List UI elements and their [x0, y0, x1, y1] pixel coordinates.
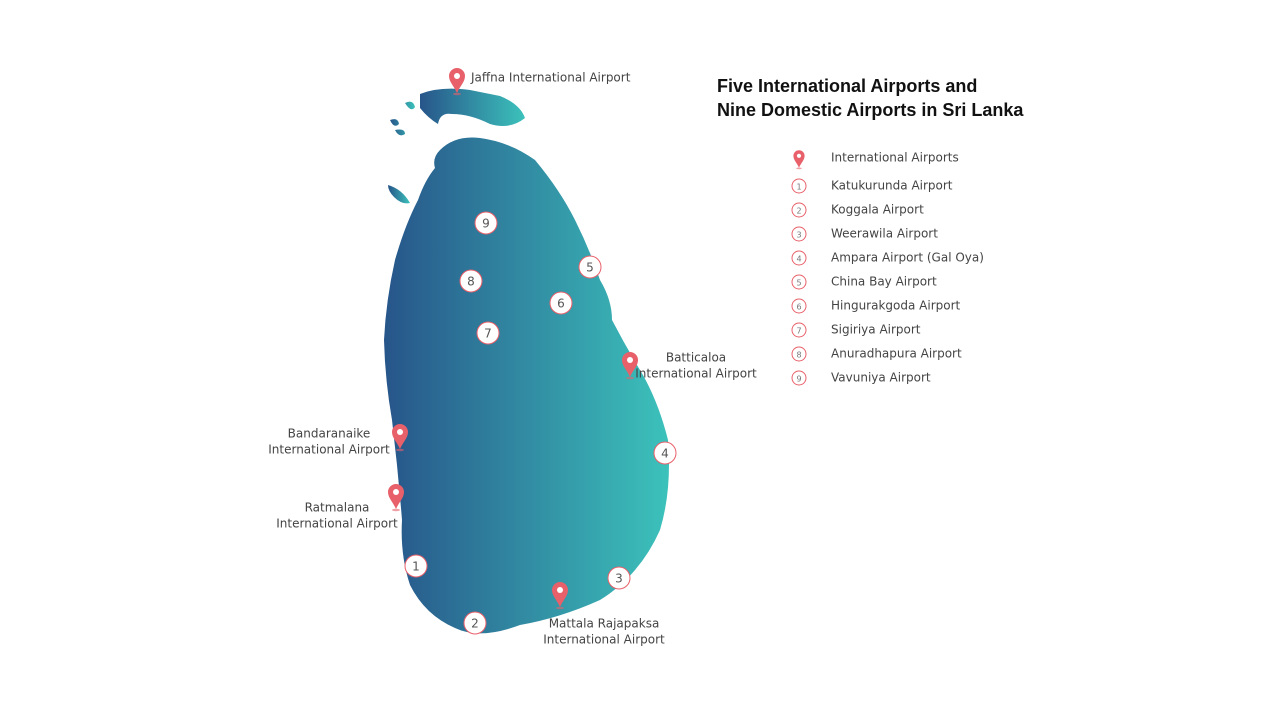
pin [392, 424, 408, 449]
pin-shadow [396, 448, 404, 452]
legend-marker [791, 202, 807, 218]
legend-marker [791, 346, 807, 362]
mainland [384, 137, 669, 634]
domestic-number: 8 [467, 275, 475, 289]
domestic-marker [578, 255, 602, 279]
domestic-marker [607, 566, 631, 590]
legend-label: Anuradhapura Airport [831, 347, 962, 361]
legend-label: Vavuniya Airport [831, 371, 931, 385]
airport-label: International Airport [543, 633, 665, 647]
legend-label: Koggala Airport [831, 203, 924, 217]
legend-marker [791, 370, 807, 386]
domestic-marker [459, 269, 483, 293]
legend-marker [791, 298, 807, 314]
legend-marker [791, 250, 807, 266]
legend-label: Ampara Airport (Gal Oya) [831, 251, 984, 265]
legend-number: 7 [796, 327, 801, 336]
pin [793, 150, 805, 168]
pin [449, 68, 465, 93]
domestic-number: 5 [586, 261, 594, 275]
legend-label: Sigiriya Airport [831, 323, 921, 337]
pin [388, 484, 404, 509]
airport-label: Bandaranaike [288, 427, 371, 441]
legend-label: Weerawila Airport [831, 227, 938, 241]
legend-label: Hingurakgoda Airport [831, 299, 961, 313]
legend-label: Katukurunda Airport [831, 179, 953, 193]
domestic-number: 2 [471, 617, 479, 631]
legend-marker [791, 322, 807, 338]
legend-label: International Airports [831, 151, 959, 165]
legend-number: 6 [796, 303, 801, 312]
domestic-number: 1 [412, 560, 420, 574]
domestic-marker [476, 321, 500, 345]
legend-number: 4 [796, 255, 801, 264]
airport-label: Ratmalana [305, 501, 370, 515]
airport-label: International Airport [276, 517, 398, 531]
pin-dot [796, 153, 802, 158]
pin [552, 582, 568, 607]
domestic-marker [474, 211, 498, 235]
legend-marker [791, 226, 807, 242]
airport-label: Mattala Rajapaksa [549, 617, 660, 631]
domestic-number: 6 [557, 297, 565, 311]
legend-number: 2 [796, 207, 801, 216]
pin-shadow [453, 92, 461, 96]
pin-dot [393, 489, 399, 495]
domestic-number: 4 [661, 447, 669, 461]
pin-dot [557, 587, 563, 593]
domestic-marker [404, 554, 428, 578]
domestic-marker [463, 611, 487, 635]
legend-number: 9 [796, 375, 801, 384]
legend-marker [791, 178, 807, 194]
islet [390, 101, 415, 136]
jaffna-peninsula [420, 88, 525, 126]
airport-label: Batticaloa [666, 351, 726, 365]
domestic-marker [653, 441, 677, 465]
legend-number: 1 [796, 183, 801, 192]
pin-shadow [626, 376, 634, 380]
domestic-number: 3 [615, 572, 623, 586]
pin-dot [627, 357, 633, 363]
legend-number: 8 [796, 351, 801, 360]
title-line: Nine Domestic Airports in Sri Lanka [717, 100, 1024, 120]
pin-shadow [392, 508, 400, 512]
coast-detail [388, 185, 410, 204]
legend-marker [791, 274, 807, 290]
legend-number: 3 [796, 231, 801, 240]
domestic-marker [549, 291, 573, 315]
pin-dot [454, 73, 460, 79]
domestic-number: 9 [482, 217, 490, 231]
title-line: Five International Airports and [717, 76, 977, 96]
airport-label: International Airport [635, 367, 757, 381]
pin-shadow [556, 606, 564, 610]
pin-shadow [796, 167, 802, 170]
airport-label: International Airport [268, 443, 390, 457]
legend-label: China Bay Airport [831, 275, 937, 289]
domestic-number: 7 [484, 327, 492, 341]
island [384, 88, 669, 634]
pin-dot [397, 429, 403, 435]
legend-number: 5 [796, 279, 801, 288]
airport-label: Jaffna International Airport [470, 71, 631, 85]
pin [622, 352, 638, 377]
